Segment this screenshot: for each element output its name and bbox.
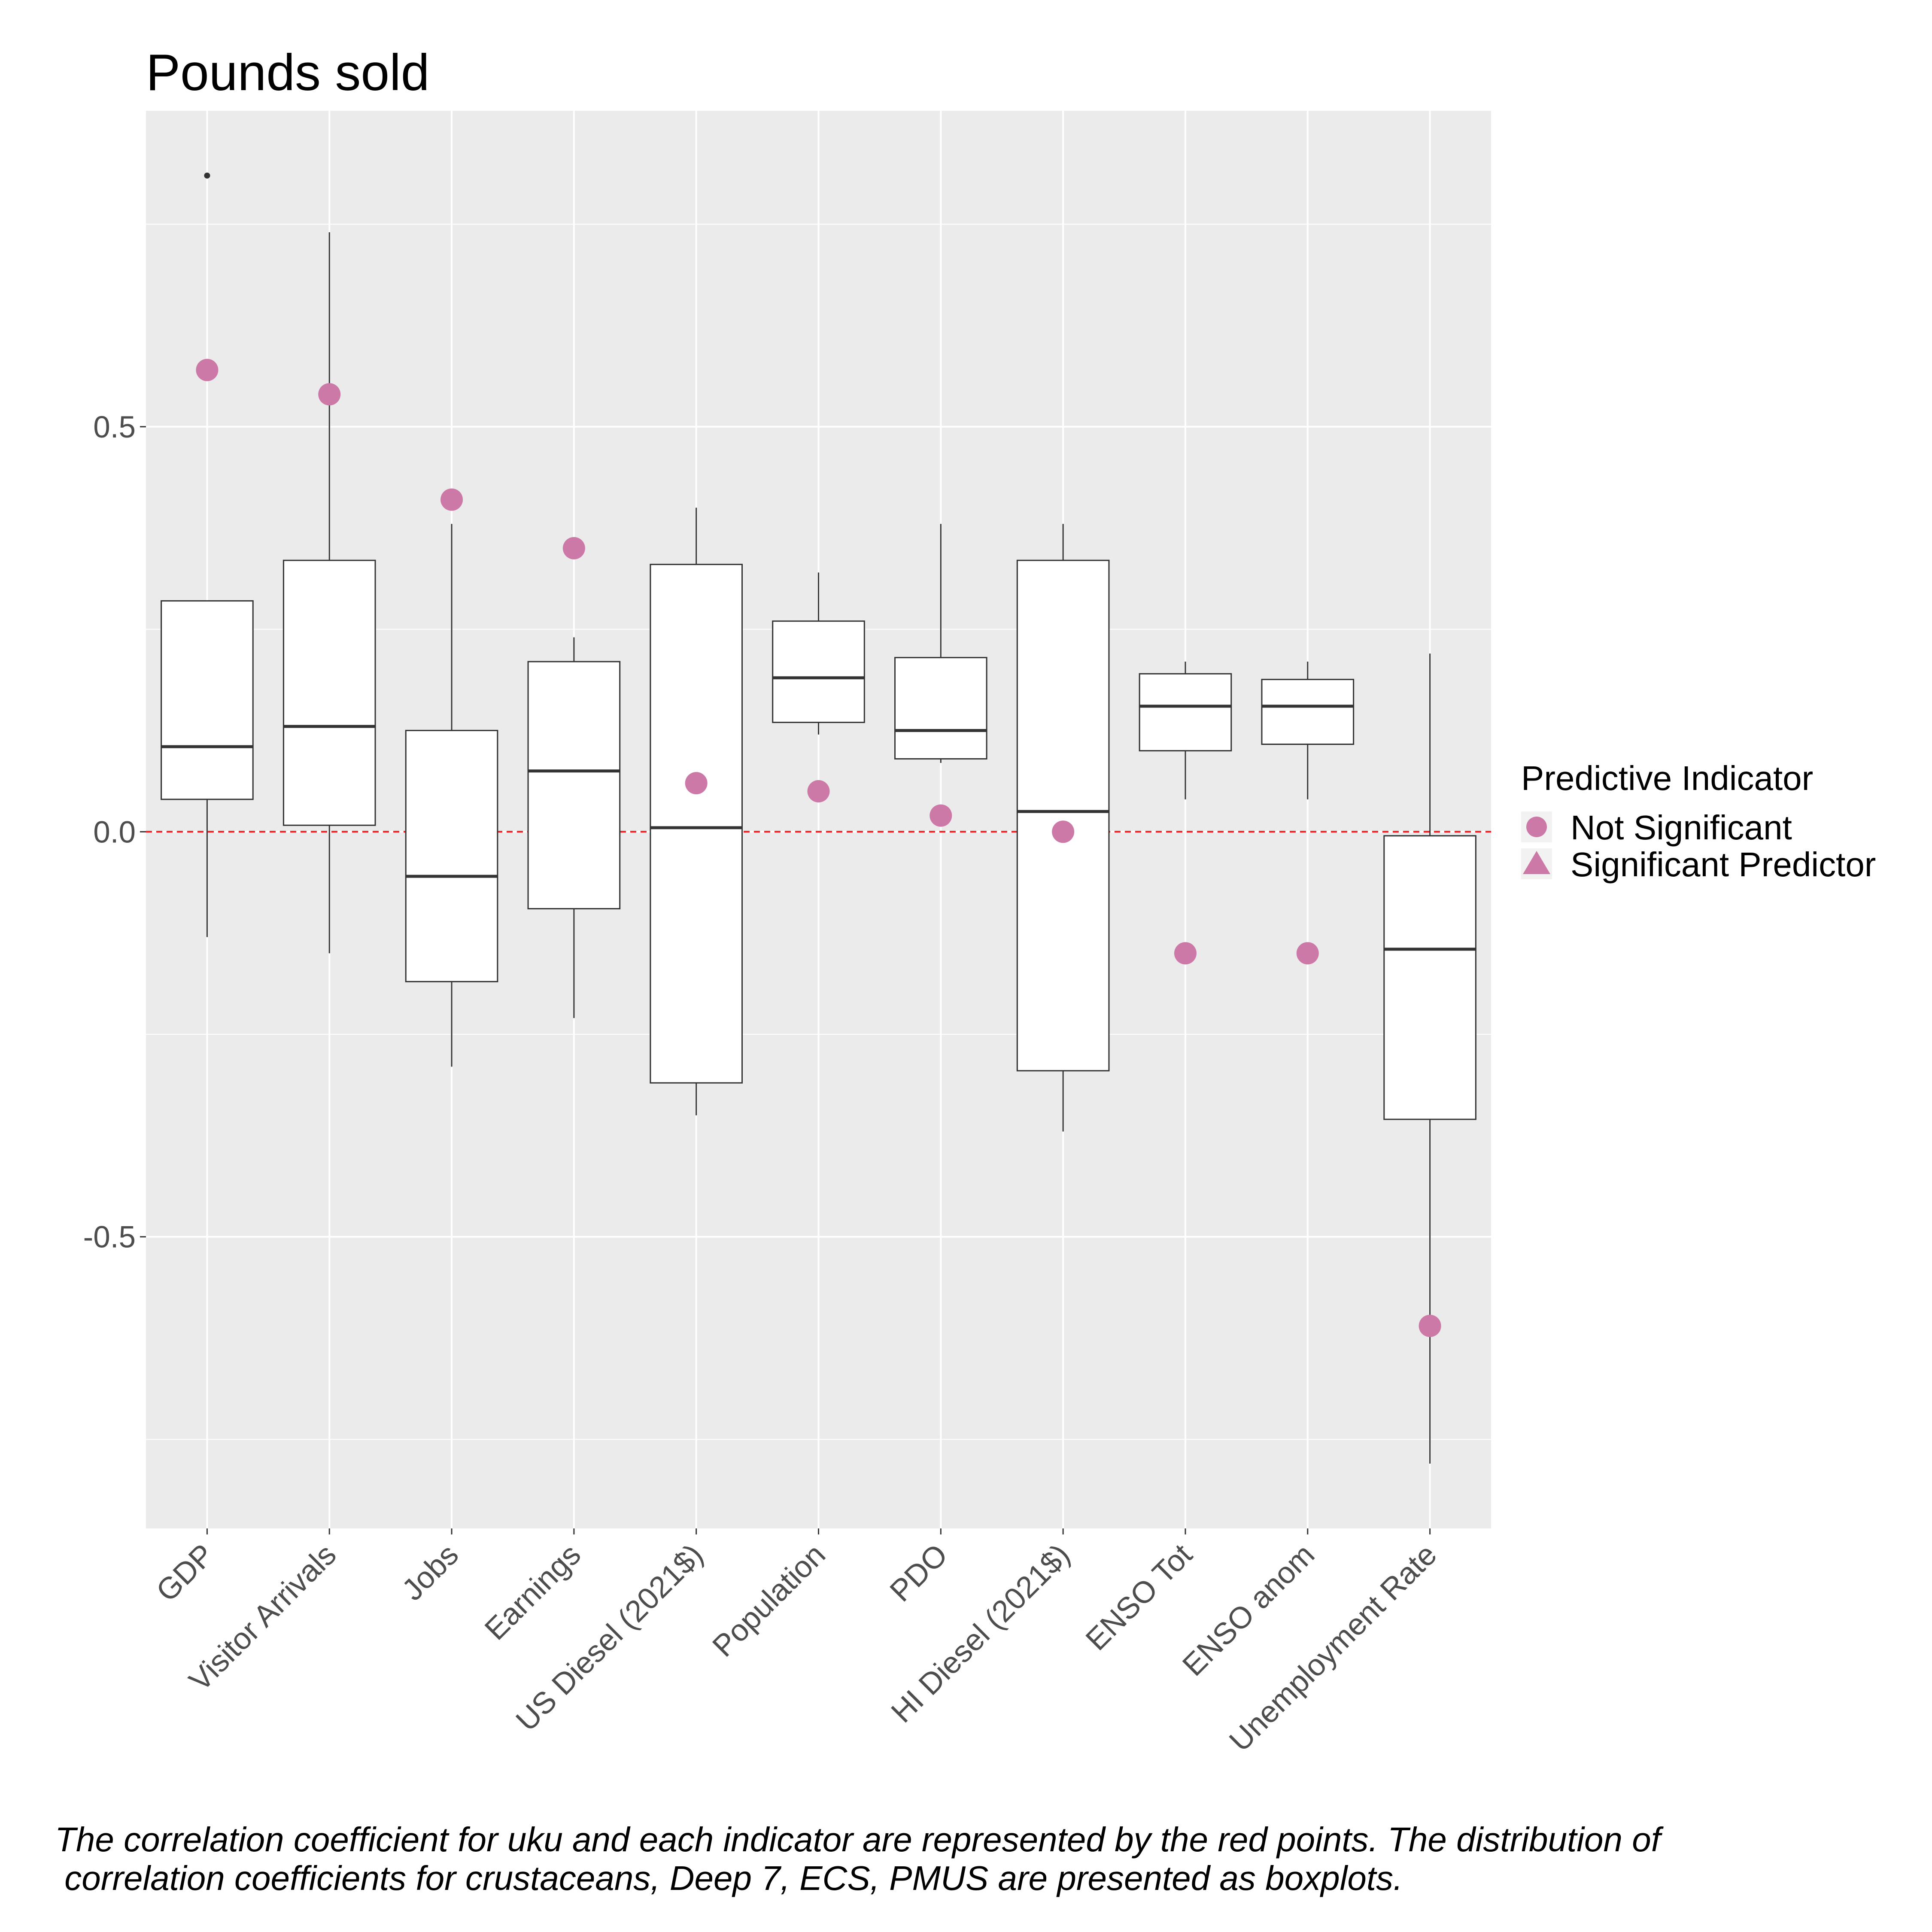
box-iqr — [772, 620, 865, 723]
box-iqr — [650, 564, 743, 1084]
box-iqr — [405, 729, 498, 982]
legend-key-triangle — [1523, 851, 1550, 874]
indicator-point-1 — [318, 383, 341, 406]
box-5 — [772, 572, 865, 735]
legend-label-not-significant: Not Significant — [1571, 808, 1792, 847]
indicator-point-6 — [930, 804, 952, 827]
indicator-point-10 — [1419, 1315, 1441, 1337]
x-tick-label-6: PDO — [884, 1537, 954, 1608]
box-10 — [1383, 653, 1476, 1464]
box-2 — [405, 524, 498, 1067]
box-7 — [1016, 524, 1110, 1132]
indicator-point-2 — [440, 488, 463, 511]
x-tick-label-0: GDP — [150, 1537, 221, 1608]
indicator-point-5 — [807, 780, 830, 802]
x-tick-label-3: Earnings — [478, 1537, 587, 1646]
legend-title: Predictive Indicator — [1521, 759, 1813, 797]
indicator-point-9 — [1296, 942, 1319, 965]
indicator-point-3 — [562, 537, 585, 559]
box-1 — [283, 232, 376, 954]
indicator-point-8 — [1174, 942, 1197, 965]
x-tick-label-10: Unemployment Rate — [1223, 1537, 1443, 1758]
y-tick-label-0: -0.5 — [83, 1221, 136, 1255]
x-tick-label-8: ENSO Tot — [1079, 1537, 1199, 1657]
y-axis: -0.5 0.0 0.5 — [83, 410, 146, 1255]
box-iqr — [1383, 835, 1476, 1120]
box-4 — [650, 507, 743, 1115]
legend-key-circle — [1526, 817, 1547, 837]
box-iqr — [894, 657, 987, 759]
box-8 — [1139, 662, 1232, 799]
boxplots — [161, 172, 1476, 1464]
caption-line-2: correlation coefficients for crustaceans… — [55, 1859, 1403, 1897]
box-iqr — [527, 661, 621, 910]
indicator-point-4 — [685, 772, 708, 795]
chart-title: Pounds sold — [146, 44, 429, 101]
y-tick-label-2: 0.5 — [93, 410, 136, 444]
legend-label-significant-predictor: Significant Predictor — [1571, 845, 1876, 884]
box-iqr — [283, 559, 376, 826]
legend: Predictive Indicator Not Significant Sig… — [1521, 759, 1876, 884]
outlier-point-0 — [204, 172, 210, 179]
caption-line-1: The correlation coefficient for uku and … — [55, 1820, 1664, 1859]
box-9 — [1261, 662, 1355, 799]
box-6 — [894, 524, 987, 763]
x-tick-label-5: Population — [706, 1537, 832, 1663]
box-iqr — [1016, 559, 1110, 1072]
indicator-point-7 — [1052, 820, 1075, 843]
y-tick-label-1: 0.0 — [93, 815, 136, 849]
indicator-point-0 — [196, 358, 219, 381]
box-iqr — [1261, 679, 1355, 745]
x-tick-label-2: Jobs — [395, 1537, 465, 1607]
box-iqr — [1139, 673, 1232, 752]
box-0 — [161, 172, 254, 937]
box-3 — [527, 637, 621, 1018]
points — [196, 358, 1441, 1337]
box-iqr — [161, 600, 254, 800]
